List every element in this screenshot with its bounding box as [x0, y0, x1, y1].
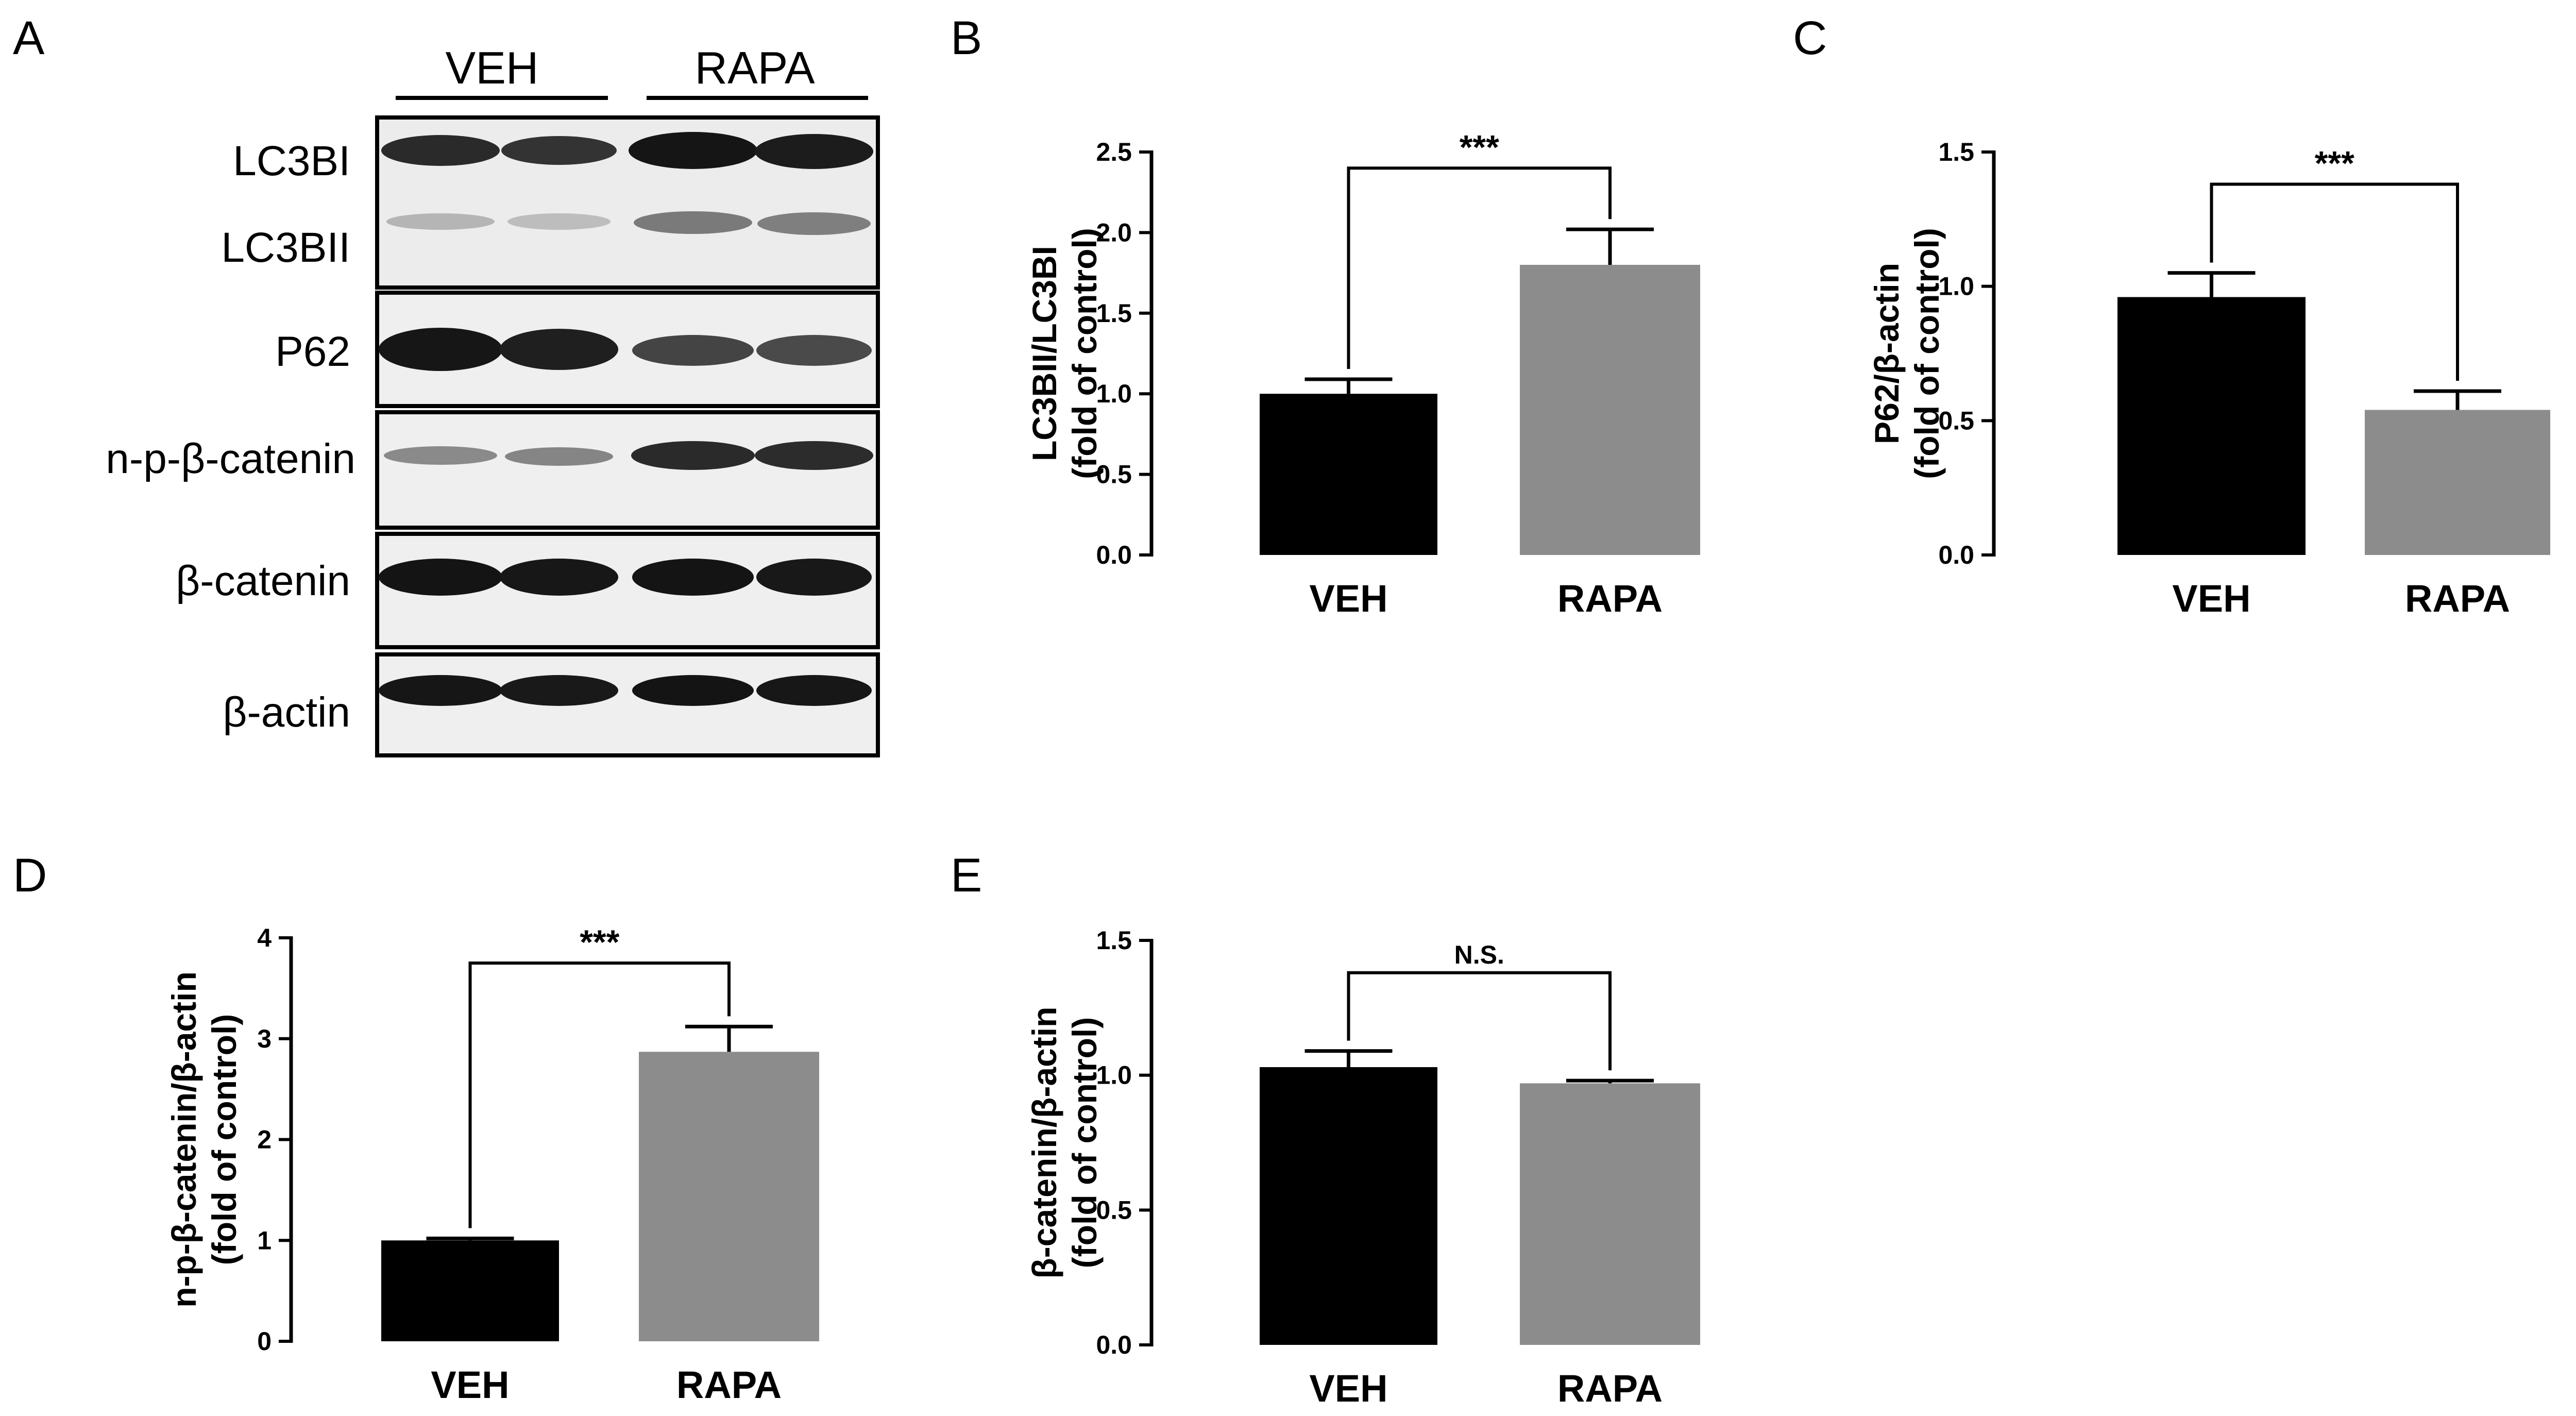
category-label-rapa: RAPA [676, 1363, 782, 1406]
y-tick-label: 0.0 [1096, 541, 1132, 569]
y-tick-label: 0 [257, 1327, 272, 1356]
y-tick-label: 0.5 [1096, 1195, 1132, 1224]
y-tick-label: 1.5 [1096, 299, 1132, 328]
significance-label: *** [580, 923, 619, 961]
category-label-veh: VEH [1309, 1367, 1387, 1410]
y-tick-label: 0.5 [1938, 406, 1974, 435]
band-label-p62: P62 [275, 328, 350, 375]
blot-n-p-beta-catenin [375, 410, 880, 530]
y-axis-title-line-1: P62/β-actin [1868, 263, 1906, 444]
band-label-beta-actin: β-actin [223, 689, 350, 736]
y-axis-title-line-1: n-p-β-catenin/β-actin [165, 971, 203, 1308]
category-label-rapa: RAPA [1557, 577, 1663, 620]
y-tick-label: 3 [257, 1024, 272, 1053]
category-label-veh: VEH [1309, 577, 1387, 620]
y-tick-label: 1.5 [1938, 138, 1974, 166]
group-label-rapa: RAPA [694, 42, 815, 93]
y-axis-title-line-2: (fold of control) [205, 1014, 243, 1266]
bar-rapa [1520, 264, 1700, 555]
y-tick-label: 1.0 [1096, 379, 1132, 408]
bar-rapa [2365, 410, 2550, 555]
y-axis-title-line-2: (fold of control) [1065, 1017, 1104, 1269]
y-tick-label: 0.0 [1096, 1330, 1132, 1359]
bar-rapa [639, 1052, 819, 1341]
bar-veh [2117, 297, 2306, 555]
blot-beta-actin [375, 652, 880, 757]
y-axis-title-line-1: LC3BII/LC3BI [1025, 246, 1063, 461]
band-label-lc3bi: LC3BI [233, 138, 350, 184]
panel-letter-d: D [13, 849, 47, 902]
significance-bracket [468, 961, 731, 1228]
y-tick-label: 2.0 [1096, 218, 1132, 247]
y-axis-title-line-1: β-catenin/β-actin [1025, 1007, 1063, 1279]
bar-veh [1260, 1067, 1437, 1345]
band-label-n-p-beta-catenin: n-p-β-catenin [106, 435, 355, 482]
y-tick-label: 1.0 [1096, 1061, 1132, 1090]
blot-beta-catenin [375, 532, 880, 649]
y-tick-label: 2.5 [1096, 138, 1132, 166]
blot-lc3b [375, 115, 880, 290]
chart-b: 0.0 0.5 1.0 1.5 2.0 2.5 LC3BII/LC3BI (fold of c… [1025, 128, 1700, 620]
category-label-rapa: RAPA [2405, 577, 2510, 620]
y-tick-label: 2 [257, 1125, 272, 1154]
panel-letter-c: C [1793, 12, 1827, 64]
y-tick-label: 0.0 [1938, 541, 1974, 569]
y-tick-label: 1 [257, 1226, 272, 1255]
y-tick-label: 1.0 [1938, 272, 1974, 301]
bar-veh [1260, 394, 1437, 555]
y-axis-title-line-2: (fold of control) [1065, 228, 1104, 479]
y-axis-title-line-2: (fold of control) [1908, 228, 1946, 479]
category-label-veh: VEH [2172, 577, 2250, 620]
y-tick-label: 1.5 [1096, 926, 1132, 955]
significance-bracket [1347, 971, 1612, 1071]
bar-rapa [1520, 1083, 1700, 1345]
category-label-veh: VEH [431, 1363, 509, 1406]
significance-bracket [2210, 182, 2459, 381]
chart-d: 0 1 2 3 4 n-p-β-catenin/β-actin (fold of contr… [165, 923, 819, 1406]
significance-bracket [1347, 166, 1612, 369]
band-label-beta-catenin: β-catenin [176, 558, 350, 604]
panel-letter-a: A [13, 12, 45, 64]
group-label-veh: VEH [446, 42, 539, 93]
chart-c: 0.0 0.5 1.0 1.5 P62/β-actin (fold of control)… [1868, 138, 2550, 620]
panel-letter-b: B [951, 12, 982, 64]
y-tick-label: 4 [257, 923, 272, 952]
panel-a: A VEH RAPA LC3BI LC3BII P62 n-p-β-cateni… [13, 12, 880, 757]
band-label-lc3bii: LC3BII [221, 224, 350, 271]
category-label-rapa: RAPA [1557, 1367, 1663, 1410]
significance-label: N.S. [1454, 940, 1504, 969]
significance-label: *** [2315, 144, 2354, 182]
bar-veh [381, 1240, 559, 1341]
y-tick-label: 0.5 [1096, 460, 1132, 489]
significance-label: *** [1460, 128, 1499, 166]
chart-e: 0.0 0.5 1.0 1.5 β-catenin/β-actin (fold of co… [1025, 926, 1700, 1410]
panel-letter-e: E [951, 849, 982, 902]
blot-p62 [375, 291, 880, 408]
